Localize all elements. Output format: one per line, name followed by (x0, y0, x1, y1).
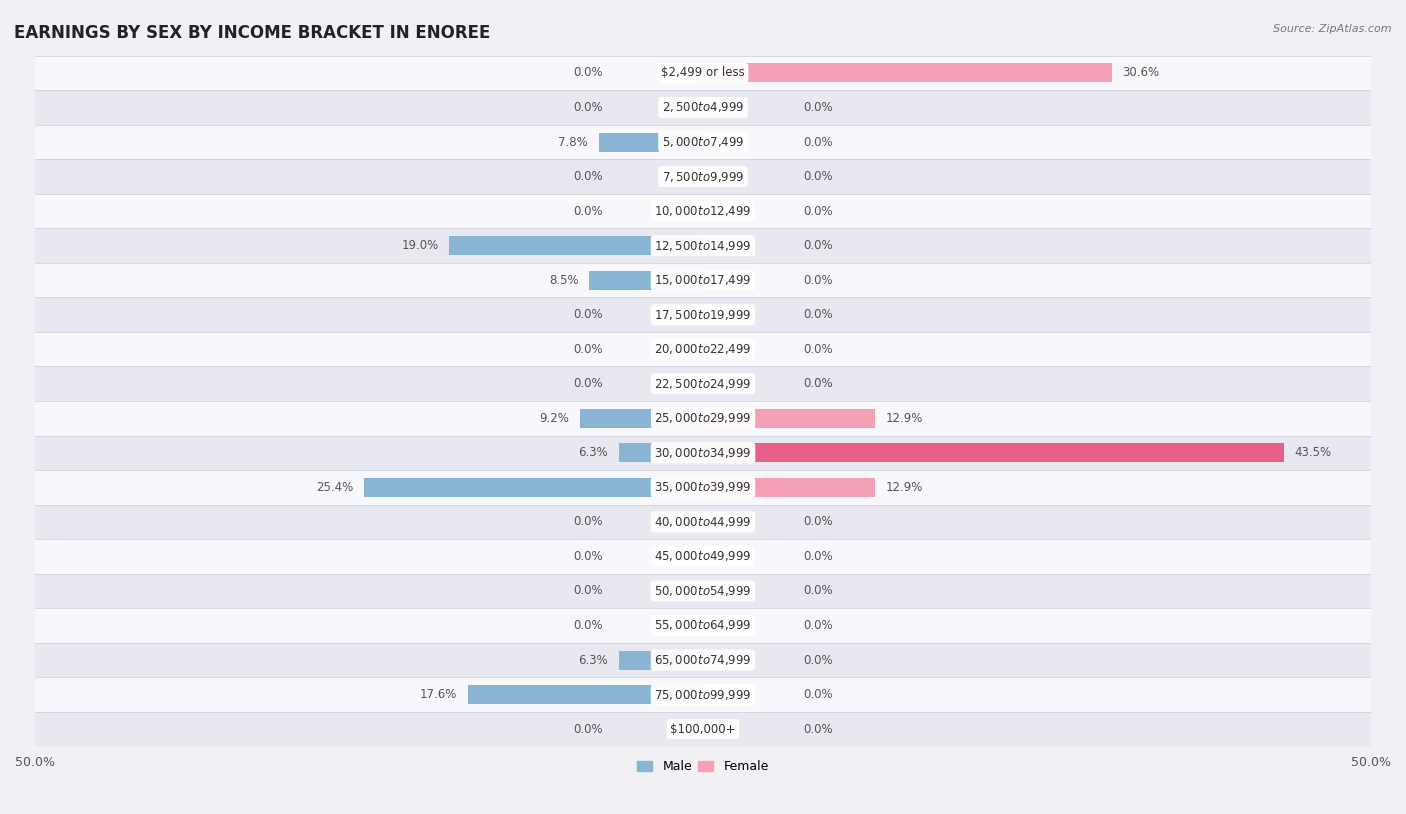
Text: 0.0%: 0.0% (803, 239, 832, 252)
Text: 0.0%: 0.0% (574, 550, 603, 563)
Text: $75,000 to $99,999: $75,000 to $99,999 (654, 688, 752, 702)
Text: 0.0%: 0.0% (803, 101, 832, 114)
Bar (35, 297, 1371, 332)
Text: EARNINGS BY SEX BY INCOME BRACKET IN ENOREE: EARNINGS BY SEX BY INCOME BRACKET IN ENO… (14, 24, 491, 42)
Text: 0.0%: 0.0% (803, 343, 832, 356)
Text: $55,000 to $64,999: $55,000 to $64,999 (654, 619, 752, 632)
Bar (599, 133, 703, 151)
Bar (35, 194, 1371, 229)
Text: 30.6%: 30.6% (1122, 67, 1160, 80)
Text: 0.0%: 0.0% (803, 170, 832, 183)
Bar (35, 711, 1371, 746)
Text: 12.9%: 12.9% (886, 481, 924, 494)
Text: 0.0%: 0.0% (574, 204, 603, 217)
Text: $20,000 to $22,499: $20,000 to $22,499 (654, 342, 752, 357)
Bar (619, 444, 703, 462)
Text: 0.0%: 0.0% (803, 204, 832, 217)
Text: 0.0%: 0.0% (574, 584, 603, 597)
Bar (35, 643, 1371, 677)
Text: 0.0%: 0.0% (574, 309, 603, 322)
Bar (35, 366, 1371, 401)
Bar (581, 409, 703, 428)
Text: 0.0%: 0.0% (574, 377, 603, 390)
Bar (35, 505, 1371, 539)
Text: 0.0%: 0.0% (574, 67, 603, 80)
Text: $50,000 to $54,999: $50,000 to $54,999 (654, 584, 752, 598)
Bar (468, 685, 703, 704)
Text: 0.0%: 0.0% (803, 377, 832, 390)
Text: 19.0%: 19.0% (401, 239, 439, 252)
Bar (703, 63, 1112, 82)
Text: 25.4%: 25.4% (316, 481, 353, 494)
Text: $17,500 to $19,999: $17,500 to $19,999 (654, 308, 752, 322)
Text: $65,000 to $74,999: $65,000 to $74,999 (654, 653, 752, 667)
Bar (703, 478, 876, 497)
Bar (619, 650, 703, 670)
Text: 0.0%: 0.0% (803, 654, 832, 667)
Legend: Male, Female: Male, Female (633, 755, 773, 778)
Text: 0.0%: 0.0% (574, 343, 603, 356)
Bar (35, 160, 1371, 194)
Bar (35, 677, 1371, 711)
Text: $15,000 to $17,499: $15,000 to $17,499 (654, 274, 752, 287)
Text: 17.6%: 17.6% (420, 688, 457, 701)
Text: 0.0%: 0.0% (803, 619, 832, 632)
Text: 0.0%: 0.0% (574, 101, 603, 114)
Text: 0.0%: 0.0% (803, 309, 832, 322)
Text: $45,000 to $49,999: $45,000 to $49,999 (654, 549, 752, 563)
Text: Source: ZipAtlas.com: Source: ZipAtlas.com (1274, 24, 1392, 34)
Text: 0.0%: 0.0% (803, 515, 832, 528)
Bar (703, 409, 876, 428)
Bar (35, 608, 1371, 643)
Bar (449, 236, 703, 255)
Text: 6.3%: 6.3% (578, 446, 609, 459)
Bar (35, 401, 1371, 435)
Text: 0.0%: 0.0% (574, 619, 603, 632)
Bar (35, 90, 1371, 125)
Bar (35, 229, 1371, 263)
Bar (35, 332, 1371, 366)
Text: 6.3%: 6.3% (578, 654, 609, 667)
Text: $35,000 to $39,999: $35,000 to $39,999 (654, 480, 752, 494)
Text: $2,500 to $4,999: $2,500 to $4,999 (662, 100, 744, 115)
Text: 0.0%: 0.0% (803, 274, 832, 287)
Bar (35, 574, 1371, 608)
Text: 0.0%: 0.0% (803, 550, 832, 563)
Text: $7,500 to $9,999: $7,500 to $9,999 (662, 169, 744, 184)
Text: 12.9%: 12.9% (886, 412, 924, 425)
Text: $30,000 to $34,999: $30,000 to $34,999 (654, 446, 752, 460)
Text: $10,000 to $12,499: $10,000 to $12,499 (654, 204, 752, 218)
Text: 0.0%: 0.0% (803, 688, 832, 701)
Text: 43.5%: 43.5% (1295, 446, 1331, 459)
Text: 0.0%: 0.0% (574, 723, 603, 736)
Text: 0.0%: 0.0% (803, 136, 832, 148)
Text: 0.0%: 0.0% (803, 723, 832, 736)
Text: $2,499 or less: $2,499 or less (661, 67, 745, 80)
Text: 7.8%: 7.8% (558, 136, 588, 148)
Bar (35, 470, 1371, 505)
Bar (35, 435, 1371, 470)
Bar (35, 55, 1371, 90)
Text: $40,000 to $44,999: $40,000 to $44,999 (654, 515, 752, 529)
Text: 0.0%: 0.0% (803, 584, 832, 597)
Text: 0.0%: 0.0% (574, 170, 603, 183)
Bar (35, 125, 1371, 160)
Text: $25,000 to $29,999: $25,000 to $29,999 (654, 411, 752, 425)
Text: $22,500 to $24,999: $22,500 to $24,999 (654, 377, 752, 391)
Text: 8.5%: 8.5% (550, 274, 579, 287)
Bar (364, 478, 703, 497)
Bar (703, 444, 1284, 462)
Text: 0.0%: 0.0% (574, 515, 603, 528)
Text: $100,000+: $100,000+ (671, 723, 735, 736)
Text: $12,500 to $14,999: $12,500 to $14,999 (654, 239, 752, 252)
Bar (35, 263, 1371, 297)
Bar (35, 539, 1371, 574)
Text: 9.2%: 9.2% (540, 412, 569, 425)
Text: $5,000 to $7,499: $5,000 to $7,499 (662, 135, 744, 149)
Bar (589, 271, 703, 290)
